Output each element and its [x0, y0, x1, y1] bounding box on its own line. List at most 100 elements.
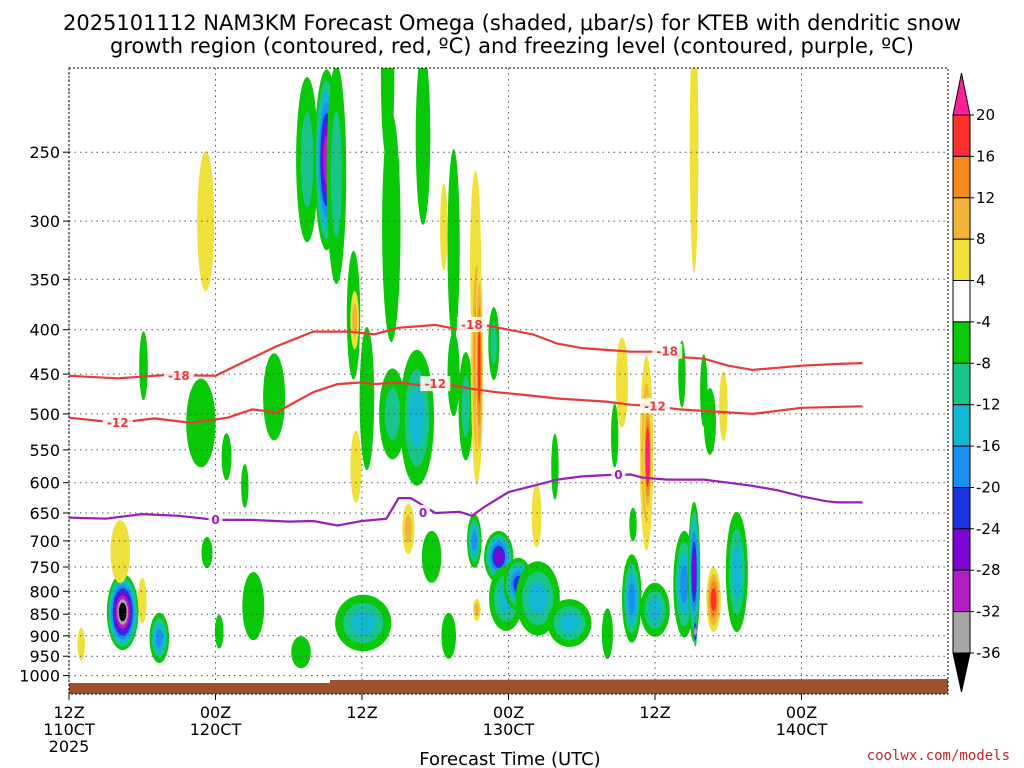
- omega-cell-14-level-0: [291, 636, 311, 669]
- omega-cell-46-level-0: [551, 433, 559, 500]
- colorbar-band-4: [952, 280, 971, 323]
- y-tick-label-650: 650: [29, 504, 60, 523]
- colorbar-band-3: [952, 238, 971, 282]
- temperature-contours: -18 -18 -18 -12 -12 -12 0 0 0: [69, 316, 863, 527]
- colorbar-label-1: 16: [976, 147, 995, 165]
- omega-cell-10-level-0: [221, 433, 232, 481]
- omega-cell-22-level-0: [359, 326, 375, 471]
- x-tick-label-1-2: 120CT: [190, 720, 242, 739]
- colorbar-label-10: -24: [976, 520, 1001, 538]
- colorbar-label-2: 12: [976, 189, 995, 207]
- y-tick-label-250: 250: [29, 143, 60, 162]
- omega-cell-44-level-2: [528, 582, 548, 615]
- omega-cell-20-level-0: [350, 430, 362, 503]
- omega-cell-39-level-1: [474, 603, 479, 617]
- contour-label-0-2: -18: [656, 345, 678, 359]
- y-tick-label-900: 900: [29, 627, 60, 646]
- y-tick-label-600: 600: [29, 474, 60, 493]
- omega-cell-3-level-3: [155, 628, 163, 648]
- omega-cell-11-level-0: [241, 464, 249, 508]
- omega-cell-63-level-2: [732, 546, 742, 598]
- grid-lines: [68, 68, 948, 694]
- y-tick-label-550: 550: [29, 441, 60, 460]
- omega-cell-64-level-7: [694, 627, 697, 636]
- colorbar-label-6: -8: [976, 354, 991, 372]
- contour-label-bg-1-0: [102, 414, 133, 430]
- y-tick-label-1000: 1000: [19, 667, 60, 686]
- colorbar-band-0: [952, 114, 971, 157]
- x-tick-label-5-2: 140CT: [776, 720, 828, 739]
- contour-label-bg-0-2: [652, 343, 683, 359]
- omega-cell-51-level-3: [628, 582, 636, 615]
- omega-cell-9-level-0: [214, 614, 224, 649]
- colorbar-label-3: 8: [976, 230, 986, 248]
- contour-label-0-0: -18: [168, 369, 190, 383]
- ground-strip: [69, 679, 948, 694]
- colorbar-band-9: [952, 487, 971, 530]
- contour-label-bg-2-0: [208, 511, 223, 527]
- omega-cell-38-level-3: [477, 327, 481, 405]
- omega-cell-5-level-0: [77, 627, 85, 661]
- y-tick-label-800: 800: [29, 582, 60, 601]
- colorbar-band-2: [952, 197, 971, 240]
- colorbar-label-11: -28: [976, 561, 1001, 579]
- omega-cell-13-level-0: [263, 353, 286, 441]
- x-axis-label: Forecast Time (UTC): [419, 749, 600, 768]
- y-tick-label-700: 700: [29, 532, 60, 551]
- omega-cell-47-level-2: [560, 612, 579, 634]
- omega-cell-2-level-0: [139, 331, 148, 401]
- colorbar-band-11: [952, 569, 971, 613]
- y-tick-label-400: 400: [29, 321, 60, 340]
- y-tick-label-500: 500: [29, 405, 60, 424]
- omega-cell-40-level-1: [490, 322, 497, 365]
- omega-cell-30-level-0: [440, 183, 448, 271]
- y-tick-label-350: 350: [29, 270, 60, 289]
- contour-label-bg-1-1: [420, 376, 451, 392]
- colorbar-label-9: -20: [976, 479, 1001, 497]
- omega-cell-59-level-5: [692, 551, 696, 593]
- omega-cell-65-level-0: [700, 354, 708, 427]
- omega-cell-4-level-0: [138, 577, 147, 624]
- omega-cell-17-level-1: [330, 111, 342, 238]
- omega-cell-29-level-0: [421, 530, 442, 583]
- colorbar-band-10: [952, 528, 971, 571]
- omega-cell-49-level-0: [601, 608, 613, 659]
- colorbar-band-6: [952, 362, 971, 406]
- x-tick-label-3-1: 00Z: [493, 703, 524, 722]
- chart-title-group: 2025101112 NAM3KM Forecast Omega (shaded…: [63, 11, 961, 58]
- x-tick-label-2-1: 12Z: [346, 703, 377, 722]
- omega-cell-52-level-0: [629, 507, 637, 542]
- chart-title: 2025101112 NAM3KM Forecast Omega (shaded…: [63, 11, 961, 35]
- colorbar-band-12: [952, 611, 971, 654]
- colorbar-label-4: 4: [976, 272, 986, 290]
- x-tick-label-0-3: 2025: [49, 737, 90, 756]
- omega-cell-62-level-0: [719, 371, 728, 442]
- colorbar-band-7: [952, 404, 971, 447]
- colorbar-label-0: 20: [976, 106, 995, 124]
- contour-label-bg-2-2: [611, 467, 626, 483]
- contour-line-0: [69, 323, 863, 380]
- x-tick-label-4-1: 12Z: [639, 703, 670, 722]
- omega-cell-19-level-1: [352, 303, 358, 337]
- omega-cell-33-level-0: [447, 149, 460, 342]
- colorbar-label-12: -32: [976, 603, 1001, 621]
- contour-label-bg-1-2: [640, 398, 670, 414]
- contour-label-1-1: -12: [424, 377, 446, 391]
- omega-cell-27-level-2: [409, 388, 425, 448]
- colorbar-bottom-cap: [952, 652, 971, 693]
- omega-cell-60-level-3: [710, 588, 717, 612]
- omega-cell-35-level-3: [471, 531, 477, 551]
- x-tick-label-3-2: 130CT: [483, 720, 535, 739]
- terrain-bar: [69, 679, 948, 694]
- contour-label-0-1: -18: [461, 318, 483, 332]
- omega-cell-12-level-0: [242, 572, 265, 641]
- omega-cell-1-level-0: [110, 520, 131, 584]
- omega-cell-7-level-0: [186, 378, 216, 468]
- contour-label-bg-0-0: [163, 367, 194, 383]
- contour-label-bg-2-1: [416, 505, 430, 520]
- omega-cell-21-level-2: [351, 610, 376, 636]
- chart-subtitle: growth region (contoured, red, ºC) and f…: [110, 34, 914, 58]
- y-tick-label-750: 750: [29, 558, 60, 577]
- colorbar: 20 16 12 8 4 -4 -8 -12 -16 -20 -24 -28 -32 -36: [952, 72, 1001, 693]
